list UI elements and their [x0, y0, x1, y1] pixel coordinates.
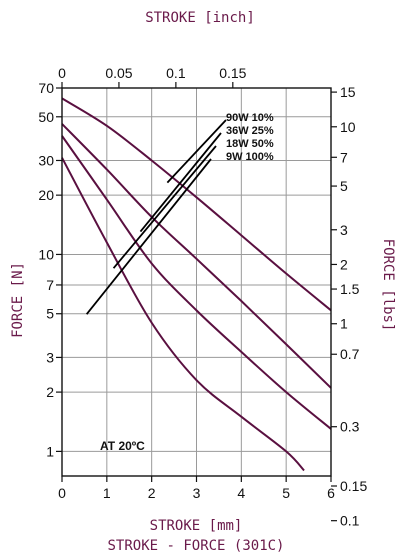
top-axis-title: STROKE [inch] — [145, 10, 255, 26]
right-axis-title: FORCE [lbs] — [380, 239, 396, 332]
tick-label-n-7: 3 — [46, 349, 54, 365]
legend-label-1: 36W 25% — [226, 125, 274, 137]
legend-label-0: 90W 10% — [226, 112, 274, 124]
tick-label-lbs-3: 5 — [340, 178, 348, 194]
tick-label-lbs-11: 0.1 — [340, 513, 360, 529]
tick-label-n-0: 70 — [38, 80, 54, 96]
tick-label-mm-4: 4 — [237, 485, 245, 501]
tick-label-n-8: 2 — [46, 384, 54, 400]
legend-leader-3 — [85, 158, 212, 315]
tick-label-lbs-7: 1 — [340, 316, 348, 332]
series-curve-1 — [61, 123, 332, 389]
tick-label-lbs-2: 7 — [340, 149, 348, 165]
ticks — [56, 82, 337, 522]
grid — [62, 87, 331, 476]
curves — [61, 97, 332, 472]
tick-label-lbs-5: 2 — [340, 256, 348, 272]
tick-label-lbs-6: 1.5 — [340, 281, 360, 297]
bottom-axis-title: STROKE [mm] — [150, 518, 243, 534]
tick-label-mm-6: 6 — [327, 485, 335, 501]
tick-label-n-6: 5 — [46, 306, 54, 322]
legend-label-3: 9W 100% — [226, 151, 274, 163]
legend-leader-0 — [166, 119, 227, 184]
tick-label-inch-2: 0.1 — [166, 65, 186, 81]
chart-title: STROKE - FORCE (301C) — [107, 538, 284, 554]
tick-label-inch-1: 0.05 — [105, 65, 132, 81]
tick-label-inch-0: 0 — [58, 65, 66, 81]
tick-label-mm-0: 0 — [58, 485, 66, 501]
tick-label-n-3: 20 — [38, 187, 54, 203]
tick-label-lbs-4: 3 — [340, 222, 348, 238]
series-curve-3 — [61, 157, 305, 472]
annotation-temperature: AT 20ºC — [100, 439, 145, 453]
tick-label-lbs-10: 0.15 — [340, 478, 367, 494]
tick-label-mm-2: 2 — [148, 485, 156, 501]
legend: 90W 10%36W 25%18W 50%9W 100% — [85, 112, 274, 315]
tick-label-n-9: 1 — [46, 443, 54, 459]
series-curve-2 — [61, 135, 332, 430]
tick-label-n-2: 30 — [38, 152, 54, 168]
tick-label-n-4: 10 — [38, 246, 54, 262]
series-curve-0 — [61, 97, 332, 312]
tick-label-lbs-8: 0.7 — [340, 346, 360, 362]
tick-label-mm-3: 3 — [193, 485, 201, 501]
tick-label-n-5: 7 — [46, 277, 54, 293]
tick-label-lbs-0: 15 — [340, 84, 356, 100]
legend-leader-2 — [112, 145, 217, 269]
tick-label-lbs-1: 10 — [340, 119, 356, 135]
legend-leader-1 — [139, 132, 222, 233]
tick-label-mm-5: 5 — [282, 485, 290, 501]
left-axis-title: FORCE [N] — [10, 262, 26, 338]
legend-label-2: 18W 50% — [226, 138, 274, 150]
tick-label-n-1: 50 — [38, 109, 54, 125]
tick-label-mm-1: 1 — [103, 485, 111, 501]
tick-label-inch-3: 0.15 — [219, 65, 246, 81]
tick-label-lbs-9: 0.3 — [340, 419, 360, 435]
